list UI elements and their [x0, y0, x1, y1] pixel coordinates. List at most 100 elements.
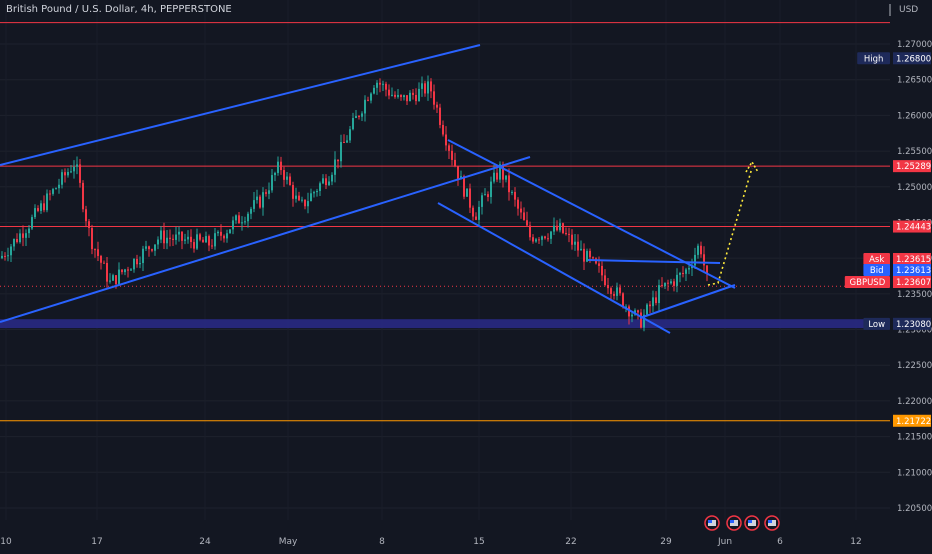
candle-body	[616, 287, 618, 296]
candle-body	[217, 231, 219, 234]
candle-body	[658, 285, 660, 304]
low-zone-band	[0, 319, 890, 329]
candle-body	[136, 258, 138, 265]
event-flag[interactable]	[726, 515, 742, 531]
candle-body	[685, 269, 687, 274]
candle-body	[343, 142, 345, 144]
candle-body	[13, 239, 15, 247]
candle-body	[472, 207, 474, 217]
candle-body	[640, 312, 642, 328]
candle-body	[133, 258, 135, 270]
candle-body	[130, 269, 132, 271]
candle-body	[175, 234, 177, 240]
candle-body	[586, 250, 588, 262]
event-flag[interactable]	[764, 515, 780, 531]
candle-body	[40, 203, 42, 211]
candle-body	[58, 184, 60, 189]
candle-body	[439, 107, 441, 125]
candle-body	[31, 217, 33, 229]
date-tick-label: May	[279, 537, 298, 547]
candle-body	[199, 234, 201, 240]
candle-body	[226, 233, 228, 239]
candle-body	[370, 93, 372, 101]
candle-body	[211, 245, 213, 247]
candle-body	[22, 233, 24, 238]
event-flag[interactable]	[704, 515, 720, 531]
horizontal-levels	[0, 22, 890, 422]
last-badge-label: GBPUSD	[850, 278, 886, 288]
candle-body	[394, 94, 396, 97]
candle-body	[565, 233, 567, 235]
candle-body	[487, 194, 489, 198]
bid-badge-value-box	[893, 264, 931, 276]
event-flag[interactable]	[744, 515, 760, 531]
candle-body	[292, 185, 294, 199]
date-tick-label: 22	[565, 537, 576, 547]
resistance-badge-value: 1.25289	[896, 162, 931, 172]
candle-body	[94, 249, 96, 251]
candle-body	[433, 91, 435, 105]
date-tick-label: 8	[379, 537, 385, 547]
candle-body	[643, 314, 645, 328]
price-tick-label: 1.23500	[897, 290, 932, 300]
candle-body	[499, 164, 501, 180]
candle-body	[178, 231, 180, 235]
candle-body	[664, 282, 666, 287]
ask-badge-label-box	[863, 253, 890, 265]
candle-body	[670, 281, 672, 284]
low-badge-label: Low	[868, 320, 885, 330]
flag-icon-canton	[748, 520, 752, 523]
candle-body	[70, 171, 72, 173]
candle-body	[10, 246, 12, 256]
support-badge-value: 1.21722	[896, 417, 931, 427]
candle-body	[247, 213, 249, 222]
candle-body	[592, 257, 594, 259]
lower-channel-line	[0, 156, 531, 323]
candle-body	[208, 236, 210, 246]
candle-body	[409, 92, 411, 102]
resistance-badge-value-box	[893, 160, 931, 173]
price-tick-label: 1.27000	[897, 40, 932, 50]
candle-body	[631, 314, 633, 317]
bid-badge-label: Bid	[870, 266, 884, 276]
candle-body	[64, 172, 66, 176]
candle-body	[187, 236, 189, 240]
candle-body	[412, 92, 414, 95]
candle-body	[91, 228, 93, 250]
candle-body	[442, 124, 444, 135]
candle-body	[73, 166, 75, 172]
candle-body	[28, 228, 30, 234]
candle-body	[250, 208, 252, 214]
candle-body	[610, 288, 612, 294]
candle-body	[703, 254, 705, 266]
candle-body	[619, 287, 621, 294]
candle-body	[181, 231, 183, 241]
projection-arrow-head	[745, 160, 759, 173]
candle-body	[1, 255, 3, 259]
candle-body	[679, 272, 681, 275]
candle-body	[373, 87, 375, 94]
candle-body	[589, 250, 591, 258]
candle-body	[505, 175, 507, 180]
candle-body	[313, 192, 315, 194]
candle-body	[322, 178, 324, 184]
candle-body	[652, 297, 654, 307]
candle-body	[127, 269, 129, 271]
price-badges: High 1.26800 1.25289 1.24443 Ask 1.23615 Bid 1.…	[844, 52, 931, 427]
candle-body	[352, 118, 354, 130]
candle-body	[382, 83, 384, 85]
candle-body	[85, 209, 87, 222]
candle-body	[424, 83, 426, 94]
candle-body	[100, 255, 102, 263]
candle-body	[268, 190, 270, 194]
price-tick-label: 1.20500	[897, 504, 932, 514]
candle-body	[160, 230, 162, 240]
candle-body	[454, 159, 456, 167]
price-tick-label: 1.25500	[897, 147, 932, 157]
candle-body	[79, 164, 81, 183]
candle-body	[358, 116, 360, 118]
candle-body	[361, 113, 363, 117]
last-badge-value: 1.23607	[896, 278, 931, 288]
